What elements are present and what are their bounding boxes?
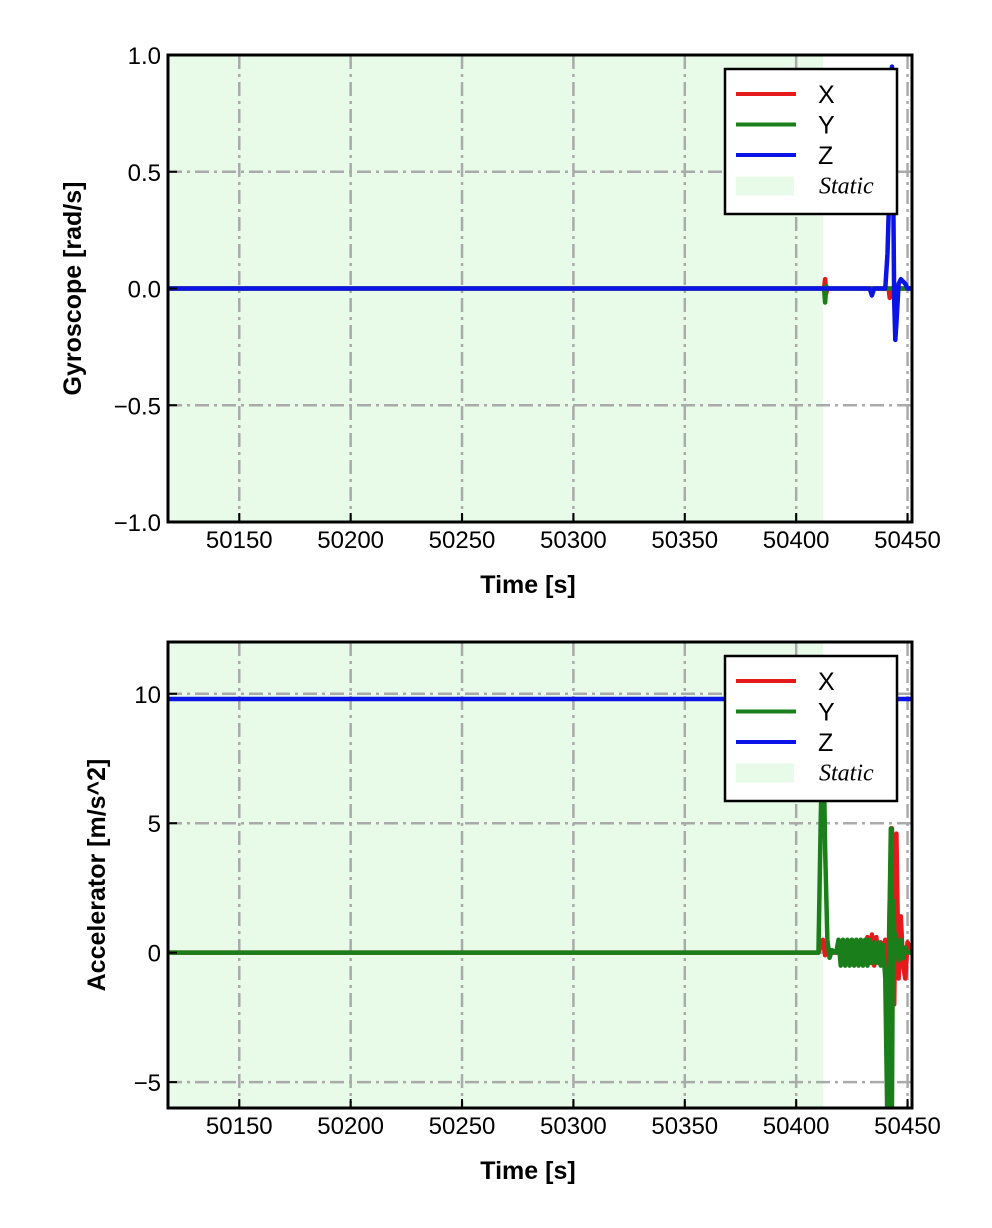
y-tick-label: 0 — [148, 941, 161, 968]
legend-label-z: Z — [818, 729, 833, 757]
y-tick-label: −0.5 — [114, 393, 161, 420]
legend-label-y: Y — [818, 112, 835, 140]
x-tick-label: 50350 — [651, 1113, 718, 1140]
x-tick-label: 50400 — [763, 1113, 830, 1140]
legend-label-x: X — [818, 668, 835, 696]
y-tick-label: 1.0 — [128, 43, 161, 70]
legend-label-static: Static — [819, 761, 874, 787]
legend-label-static: Static — [819, 174, 874, 200]
x-tick-label: 50400 — [763, 527, 830, 554]
x-axis-label: Time [s] — [480, 1157, 575, 1185]
legend-label-y: Y — [818, 699, 835, 727]
x-tick-label: 50450 — [874, 527, 941, 554]
x-tick-label: 50450 — [874, 1113, 941, 1140]
legend: XYZ Static — [723, 67, 899, 216]
y-tick-label: 10 — [134, 682, 161, 709]
x-tick-label: 50250 — [429, 527, 496, 554]
x-axis-label: Time [s] — [480, 571, 575, 599]
chart-panel-1: 50150 50200 50250 50300 50350 50400 50450 −1.0 −… — [59, 43, 941, 599]
legend-swatch-static — [736, 763, 794, 783]
legend-label-x: X — [818, 81, 835, 109]
y-tick-label: 0.0 — [128, 277, 161, 304]
y-axis-label: Gyroscope [rad/s] — [59, 182, 87, 396]
x-tick-label: 50300 — [540, 1113, 607, 1140]
x-tick-label: 50350 — [651, 527, 718, 554]
y-axis-label: Accelerator [m/s^2] — [83, 759, 111, 992]
x-tick-label: 50150 — [206, 527, 273, 554]
y-tick-label: −1.0 — [114, 510, 161, 537]
chart-panel-2: 50150 50200 50250 50300 50350 50400 50450 −5 0 5 1… — [83, 640, 941, 1185]
series-group — [168, 64, 912, 343]
y-tick-label: 0.5 — [128, 160, 161, 187]
x-tick-label: 50200 — [317, 527, 384, 554]
x-tick-label: 50150 — [206, 1113, 273, 1140]
series-line-y — [168, 704, 912, 1108]
legend: XYZ Static — [723, 654, 899, 803]
series-line-z — [168, 64, 912, 343]
legend-label-z: Z — [818, 142, 833, 170]
x-tick-label: 50250 — [429, 1113, 496, 1140]
x-tick-label: 50300 — [540, 527, 607, 554]
axes-frame — [166, 640, 914, 1110]
y-tick-label: −5 — [134, 1070, 161, 1097]
x-tick-label: 50200 — [317, 1113, 384, 1140]
static-region — [168, 642, 823, 1108]
legend-swatch-static — [736, 176, 794, 196]
y-tick-label: 5 — [148, 811, 161, 838]
